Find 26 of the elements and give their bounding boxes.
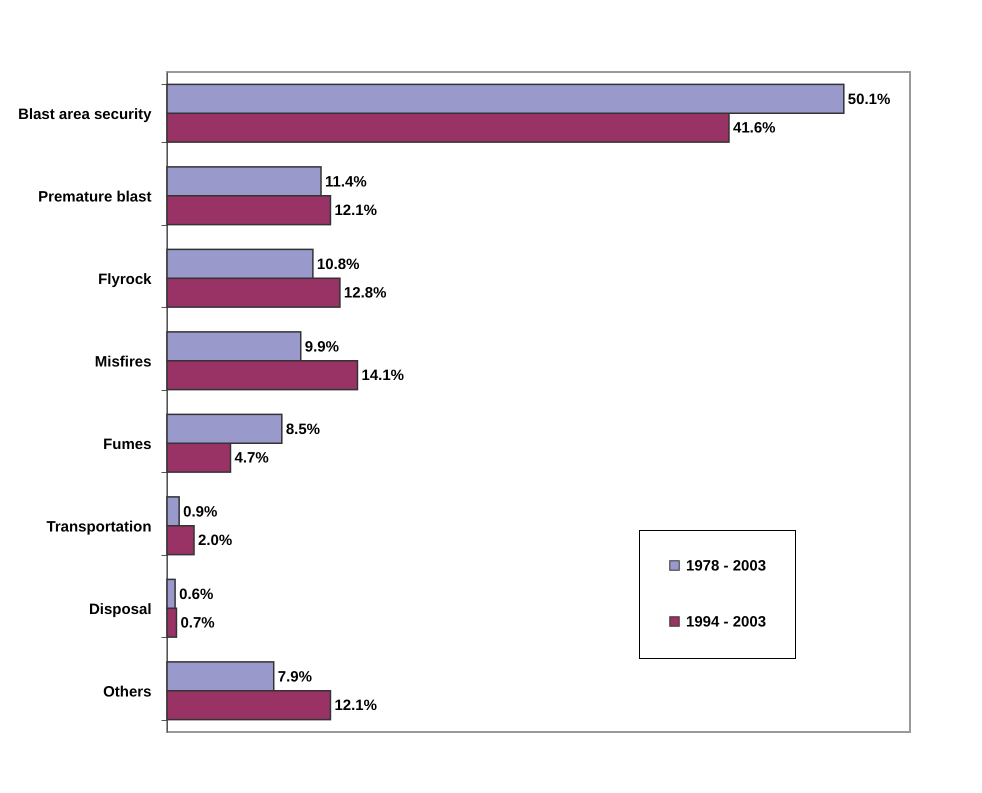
data-label: 14.1%: [361, 367, 404, 384]
y-tick-label: Flyrock: [98, 270, 152, 288]
y-tick-label: Others: [103, 683, 152, 700]
data-label: 7.9%: [278, 668, 312, 686]
data-label: 41.6%: [732, 120, 776, 137]
data-label: 0.6%: [179, 586, 214, 603]
data-label: 0.9%: [183, 503, 218, 520]
data-label: 10.8%: [316, 256, 360, 273]
data-label: 9.9%: [304, 338, 339, 356]
data-label: 11.4%: [325, 173, 367, 190]
legend-label: 1978 - 2003: [686, 558, 766, 574]
y-tick-label: Transportation: [46, 518, 152, 536]
data-label: 12.1%: [334, 697, 378, 714]
data-label: 12.8%: [344, 284, 386, 302]
legend-label: 1994 - 2003: [686, 614, 766, 630]
data-label: 2.0%: [198, 532, 232, 550]
y-tick-label: Disposal: [88, 600, 152, 618]
y-tick-label: Fumes: [103, 436, 152, 453]
y-tick-label: Premature blast: [38, 188, 152, 206]
data-label: 50.1%: [848, 90, 890, 108]
y-tick-label: Blast area security: [18, 106, 152, 123]
data-label: 8.5%: [286, 420, 320, 438]
y-tick-label: Misfires: [94, 353, 152, 370]
data-label: 12.1%: [334, 202, 378, 220]
data-label: 4.7%: [234, 450, 269, 467]
data-label: 0.7%: [180, 614, 215, 632]
